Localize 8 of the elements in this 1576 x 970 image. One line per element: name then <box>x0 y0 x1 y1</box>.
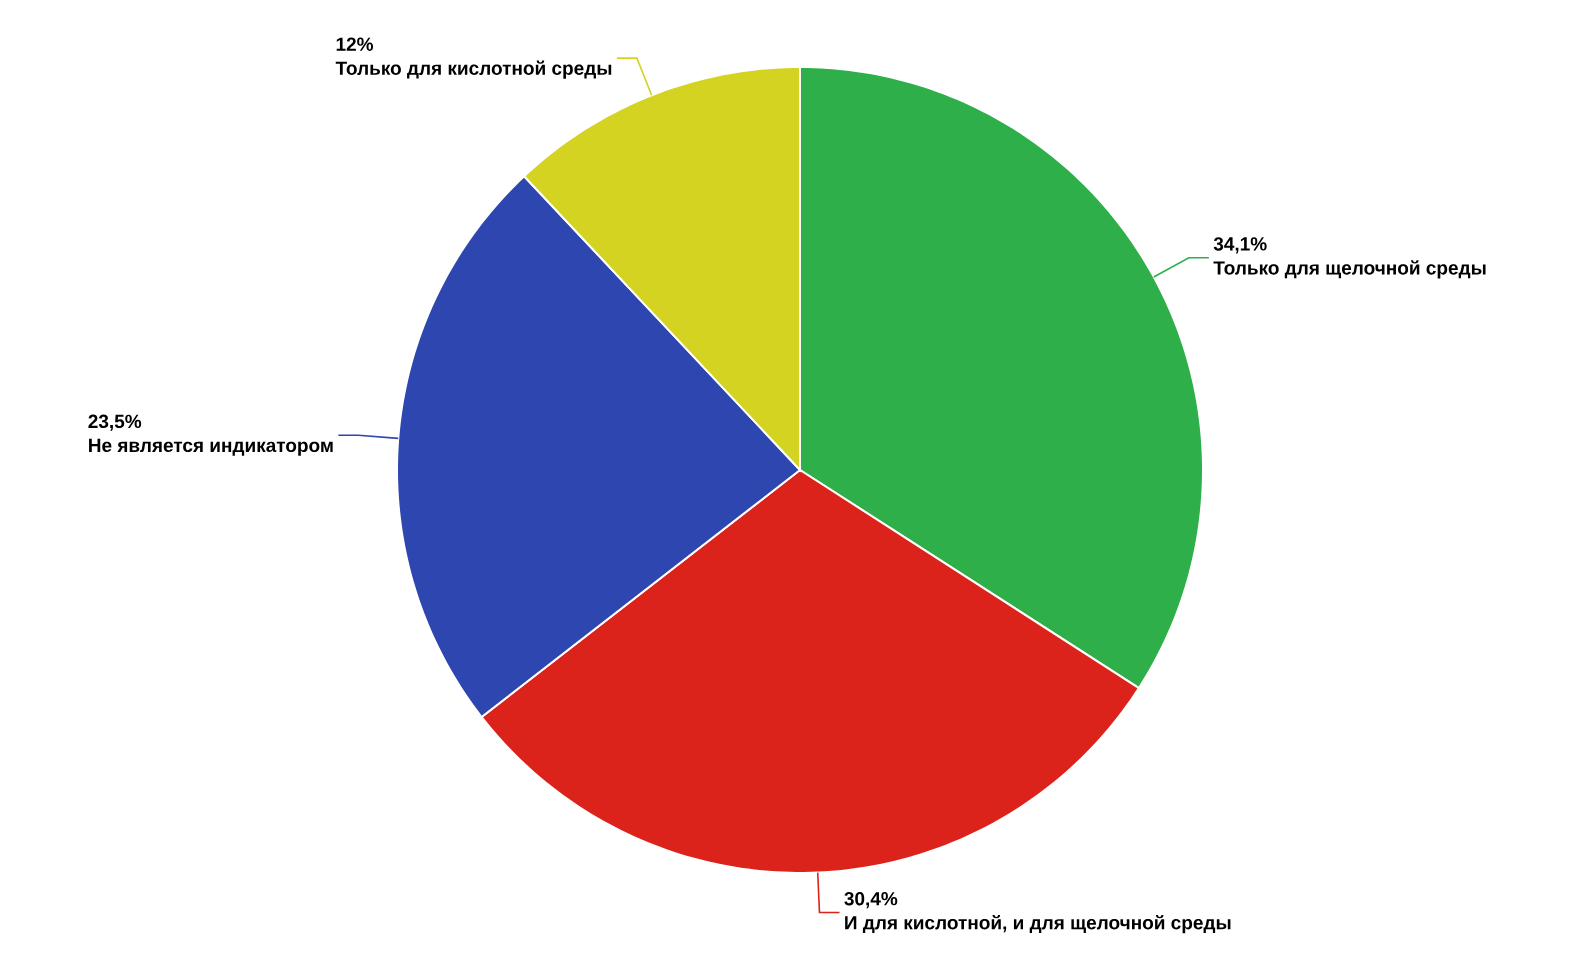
slice-label: Только для щелочной среды <box>1213 260 1486 279</box>
data-label: 30,4% <box>844 891 898 909</box>
slice-label: Только для кислотной среды <box>335 60 612 79</box>
slice-label: Не является индикатором <box>89 438 333 456</box>
slice-label: И для кислотной, и для щелочной среды <box>845 915 1231 934</box>
data-label: 12% <box>336 37 374 51</box>
data-label: 23,5% <box>88 414 142 431</box>
data-label: 34,1% <box>1213 237 1267 254</box>
